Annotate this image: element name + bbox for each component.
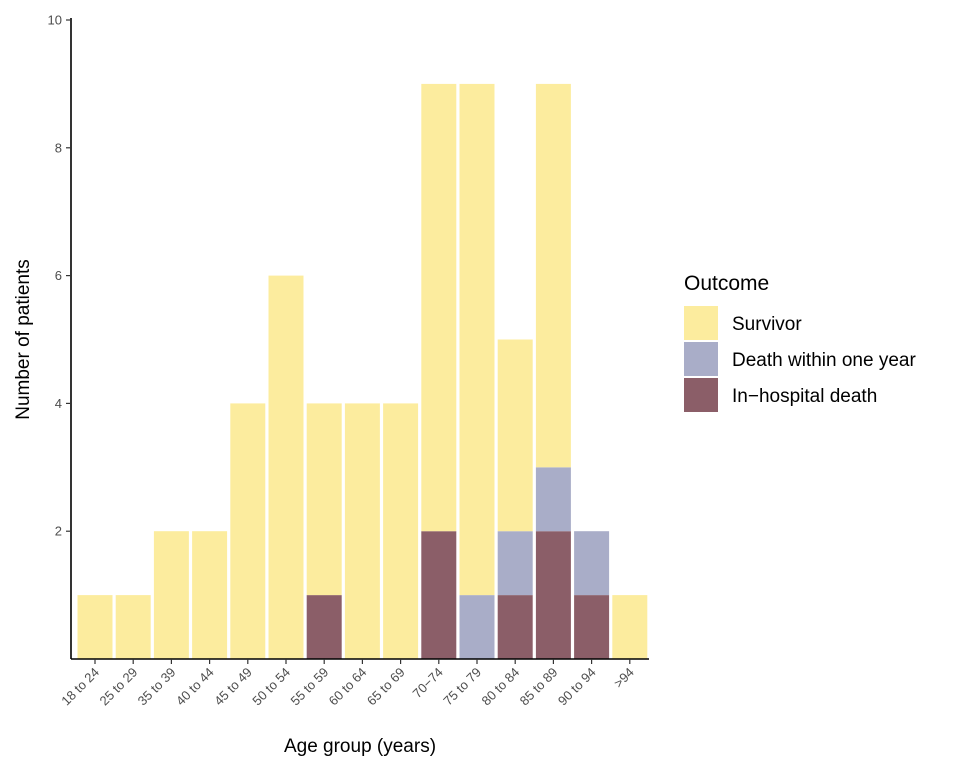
y-tick-label: 2 bbox=[55, 524, 62, 539]
bar-segment bbox=[535, 467, 571, 532]
y-tick-label: 4 bbox=[55, 396, 62, 411]
bar-segment bbox=[497, 531, 533, 596]
legend-title: Outcome bbox=[684, 272, 769, 295]
legend-entry-label: Death within one year bbox=[732, 350, 916, 371]
bar-segment bbox=[459, 595, 495, 659]
x-axis-title: Age group (years) bbox=[284, 736, 436, 757]
y-axis-title: Number of patients bbox=[13, 259, 34, 420]
y-tick-label: 8 bbox=[55, 140, 62, 155]
x-tick-label: 90 to 94 bbox=[555, 665, 599, 709]
bar-segment bbox=[306, 595, 342, 659]
x-tick-label: >94 bbox=[611, 665, 637, 691]
bar-segment bbox=[535, 531, 571, 659]
legend: Outcome Survivor Death within one year In−… bbox=[684, 272, 916, 412]
x-tick-label: 55 to 59 bbox=[287, 665, 331, 709]
bar-segment bbox=[459, 83, 495, 596]
legend-entry-label: In−hospital death bbox=[732, 386, 877, 407]
legend-swatch bbox=[684, 342, 718, 376]
bar-segment bbox=[574, 531, 610, 596]
y-tick-label: 6 bbox=[55, 268, 62, 283]
x-tick-label: 18 to 24 bbox=[58, 665, 102, 709]
bar-segment bbox=[230, 403, 266, 659]
x-tick-label: 65 to 69 bbox=[364, 665, 408, 709]
x-tick-label: 80 to 84 bbox=[478, 665, 522, 709]
bar-segment bbox=[153, 531, 189, 659]
bar-segment bbox=[115, 595, 151, 659]
x-tick-label: 85 to 89 bbox=[517, 665, 561, 709]
x-tick-label: 35 to 39 bbox=[135, 665, 179, 709]
x-tick-label: 45 to 49 bbox=[211, 665, 255, 709]
bar-segment bbox=[268, 275, 304, 659]
x-tick-label: 70−74 bbox=[409, 665, 445, 701]
bar-segment bbox=[612, 595, 648, 659]
x-tick-label: 75 to 79 bbox=[440, 665, 484, 709]
bar-segment bbox=[535, 83, 571, 468]
x-tick-label: 25 to 29 bbox=[96, 665, 140, 709]
bar-segment bbox=[383, 403, 419, 659]
bar-segment bbox=[192, 531, 228, 659]
y-tick-label: 10 bbox=[48, 13, 62, 28]
bar-segment bbox=[421, 83, 457, 532]
bar-segment bbox=[497, 339, 533, 532]
legend-entry-label: Survivor bbox=[732, 314, 802, 335]
bar-segment bbox=[306, 403, 342, 596]
legend-swatch bbox=[684, 378, 718, 412]
bar-segment bbox=[421, 531, 457, 659]
x-tick-label: 60 to 64 bbox=[326, 665, 370, 709]
bar-segment bbox=[344, 403, 380, 659]
x-tick-label: 40 to 44 bbox=[173, 665, 217, 709]
bar-segment bbox=[497, 595, 533, 659]
bar-segment bbox=[574, 595, 610, 659]
x-tick-label: 50 to 54 bbox=[249, 665, 293, 709]
bars-layer bbox=[77, 83, 648, 659]
legend-swatch bbox=[684, 306, 718, 340]
axes-layer bbox=[70, 18, 649, 660]
bar-segment bbox=[77, 595, 113, 659]
